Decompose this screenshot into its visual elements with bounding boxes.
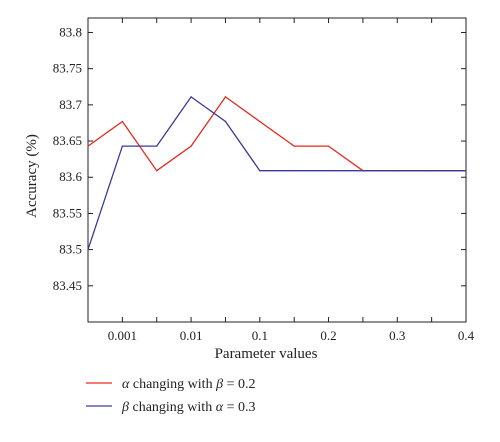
series-1-point <box>156 170 158 172</box>
series-line-1 <box>87 95 466 172</box>
series-2-point <box>293 170 295 172</box>
y-tick-label: 83.55 <box>53 205 82 220</box>
x-tick-label: 0.4 <box>458 328 475 343</box>
series-1-point <box>121 120 123 123</box>
x-axis-title: Parameter values <box>215 346 318 362</box>
series-2-point <box>259 170 261 172</box>
y-tick-label: 83.75 <box>53 61 82 76</box>
y-tick-label: 83.6 <box>59 169 82 184</box>
series-1-point <box>327 145 330 147</box>
y-tick-label: 83.45 <box>53 278 82 293</box>
series-1-point <box>293 145 295 147</box>
y-tick-label: 83.65 <box>53 133 82 148</box>
series-2-point <box>156 145 158 147</box>
series-2-point <box>87 249 89 251</box>
series-2-point <box>121 145 123 147</box>
legend-label-2: β changing with α = 0.3 <box>121 400 255 415</box>
series-2-point <box>327 170 330 172</box>
y-tick-label: 83.5 <box>59 242 82 257</box>
series-1-point <box>224 96 227 98</box>
series-line-2 <box>87 95 466 250</box>
x-tick-label: 0.3 <box>389 328 405 343</box>
series-2-point <box>465 170 467 172</box>
series-2-point <box>396 170 398 172</box>
plot-frame <box>87 17 467 323</box>
legend-label-1: α changing with β = 0.2 <box>122 377 255 392</box>
series-1-point <box>190 145 192 147</box>
x-tick-label: 0.1 <box>252 328 268 343</box>
legend: α changing with β = 0.2 β changing with α… <box>86 377 255 415</box>
x-tick-label: 0.2 <box>320 328 336 343</box>
y-tick-label: 83.8 <box>59 24 82 39</box>
y-axis-title: Accuracy (%) <box>24 134 40 218</box>
series-2-point <box>224 120 227 123</box>
x-tick-label: 0.001 <box>108 328 137 343</box>
series-1-point <box>259 120 261 123</box>
y-tick-label: 83.7 <box>59 97 82 112</box>
plot-area: 83.45 83.5 83.55 83.6 83.65 83.7 83.75 83.8 0.00… <box>53 17 475 343</box>
series-1-point <box>87 145 89 147</box>
series-2-point <box>190 96 192 98</box>
x-tick-label: 0.01 <box>180 328 203 343</box>
series-2-point <box>431 170 433 172</box>
series-2-point <box>362 170 364 172</box>
